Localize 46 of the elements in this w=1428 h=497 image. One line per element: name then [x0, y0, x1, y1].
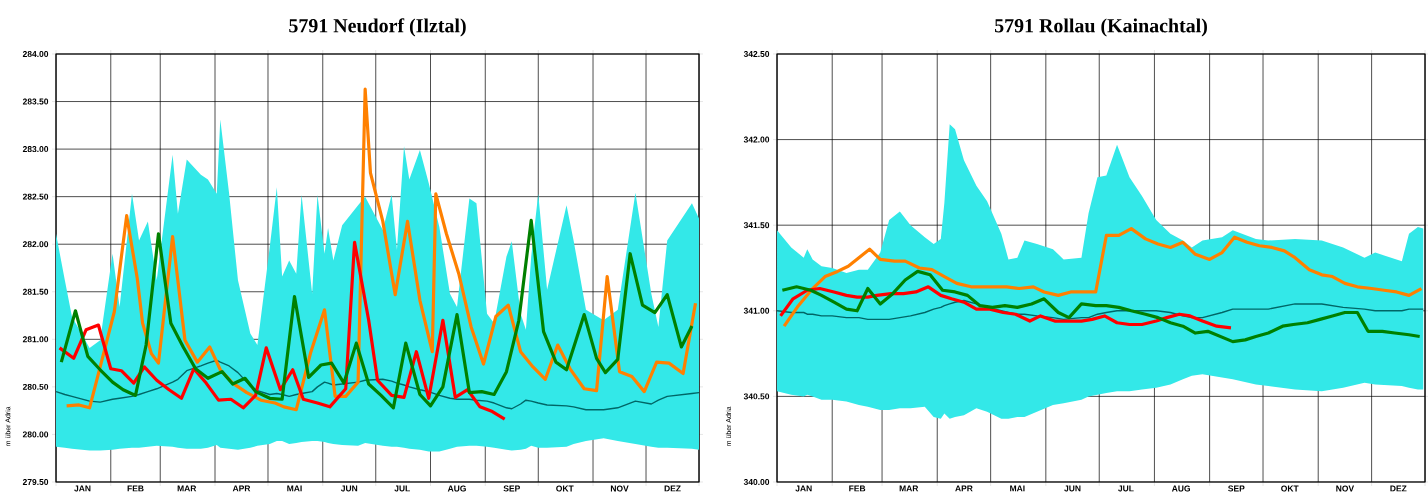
- x-tick-label: JUN: [1064, 485, 1081, 492]
- y-tick-label: 279.50: [22, 478, 49, 485]
- x-tick-label: DEZ: [664, 485, 681, 492]
- x-tick-label: NOV: [1336, 485, 1355, 492]
- chart-title: 5791 Neudorf (Ilztal): [289, 18, 466, 37]
- y-tick-label: 282.00: [22, 241, 49, 248]
- x-tick-label: MAR: [177, 485, 197, 492]
- x-tick-label: NOV: [610, 485, 629, 492]
- y-tick-label: 283.00: [22, 146, 49, 153]
- x-tick-label: JUN: [340, 485, 358, 492]
- x-tick-label: FEB: [127, 485, 144, 492]
- x-tick-label: MAI: [287, 485, 302, 492]
- x-tick-label: AUG: [1171, 485, 1191, 492]
- line-series: [65, 87, 698, 412]
- x-tick-label: OKT: [1281, 485, 1299, 492]
- x-tick-label: SEP: [1228, 485, 1245, 492]
- x-tick-label: JUL: [1118, 485, 1134, 492]
- y-tick-label: 283.50: [22, 98, 49, 105]
- y-tick-label: 281.00: [22, 336, 49, 343]
- y-tick-label: 340.00: [743, 478, 770, 485]
- line-series: [57, 240, 507, 421]
- x-tick-label: JUL: [394, 485, 410, 492]
- y-tick-label: 341.00: [743, 307, 770, 314]
- x-tick-label: DEZ: [1390, 485, 1407, 492]
- y-tick-label: 284.00: [22, 51, 49, 57]
- line-series: [59, 218, 694, 410]
- x-tick-label: SEP: [503, 485, 520, 492]
- chart-title: 5791 Rollau (Kainachtal): [994, 18, 1207, 37]
- x-tick-label: AUG: [447, 485, 466, 492]
- x-tick-label: APR: [955, 485, 973, 492]
- y-tick-label: 342.00: [743, 136, 770, 143]
- line-series: [56, 359, 700, 411]
- x-tick-label: APR: [232, 485, 251, 492]
- x-tick-label: MAR: [899, 485, 919, 492]
- y-tick-label: 342.50: [743, 50, 770, 57]
- y-tick-label: 282.50: [22, 193, 49, 200]
- y-tick-label: 341.50: [743, 222, 770, 229]
- y-tick-label: 280.00: [22, 431, 49, 438]
- x-tick-label: JAN: [795, 485, 812, 492]
- x-tick-label: OKT: [556, 485, 574, 492]
- x-tick-label: JAN: [74, 485, 91, 492]
- y-tick-label: 281.50: [22, 288, 49, 295]
- x-tick-label: FEB: [849, 485, 866, 492]
- y-tick-label: 280.50: [22, 383, 49, 390]
- x-tick-label: MAI: [1010, 485, 1025, 492]
- y-tick-label: 340.50: [743, 393, 770, 400]
